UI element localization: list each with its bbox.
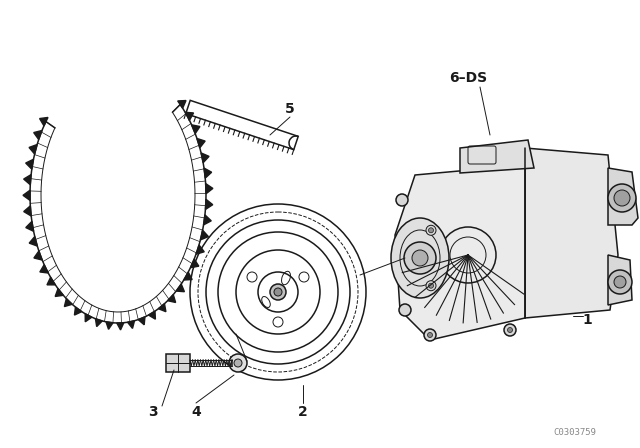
Polygon shape — [85, 314, 92, 322]
Polygon shape — [191, 259, 199, 267]
Text: 5: 5 — [285, 102, 295, 116]
Polygon shape — [127, 321, 134, 328]
Polygon shape — [26, 159, 33, 169]
Polygon shape — [40, 117, 48, 126]
Polygon shape — [65, 299, 72, 306]
Circle shape — [270, 284, 286, 300]
Polygon shape — [148, 311, 156, 319]
Polygon shape — [608, 168, 638, 225]
Polygon shape — [138, 317, 145, 325]
Polygon shape — [201, 153, 209, 163]
Polygon shape — [34, 251, 42, 260]
Polygon shape — [116, 323, 124, 330]
Circle shape — [504, 324, 516, 336]
Polygon shape — [24, 175, 31, 185]
Text: 4: 4 — [191, 405, 201, 419]
Circle shape — [424, 329, 436, 341]
Polygon shape — [178, 100, 186, 108]
Polygon shape — [40, 265, 48, 273]
Polygon shape — [106, 322, 113, 329]
Text: 2: 2 — [298, 405, 308, 419]
Circle shape — [426, 225, 436, 235]
Text: 6–DS: 6–DS — [449, 71, 487, 85]
Circle shape — [396, 194, 408, 206]
Polygon shape — [24, 206, 31, 216]
Polygon shape — [191, 125, 200, 134]
Polygon shape — [460, 140, 534, 173]
Circle shape — [429, 228, 433, 233]
Circle shape — [426, 281, 436, 291]
Text: 3: 3 — [148, 405, 158, 419]
Text: C0303759: C0303759 — [554, 427, 596, 436]
Polygon shape — [185, 112, 193, 121]
Circle shape — [229, 354, 247, 372]
Text: 1: 1 — [582, 313, 592, 327]
Polygon shape — [197, 138, 205, 148]
Polygon shape — [205, 199, 212, 210]
Polygon shape — [395, 165, 525, 340]
Circle shape — [412, 250, 428, 266]
Polygon shape — [23, 190, 30, 200]
Circle shape — [234, 359, 242, 367]
Polygon shape — [74, 307, 82, 315]
Polygon shape — [26, 221, 34, 231]
Circle shape — [608, 184, 636, 212]
Polygon shape — [166, 354, 190, 372]
Circle shape — [608, 270, 632, 294]
Circle shape — [508, 327, 513, 332]
Polygon shape — [204, 168, 212, 178]
Polygon shape — [184, 272, 192, 280]
Polygon shape — [55, 289, 63, 297]
Polygon shape — [205, 184, 213, 194]
Polygon shape — [47, 277, 55, 285]
Polygon shape — [158, 304, 166, 312]
Circle shape — [404, 242, 436, 274]
Circle shape — [399, 304, 411, 316]
Polygon shape — [608, 255, 632, 305]
Polygon shape — [204, 215, 211, 225]
Circle shape — [614, 276, 626, 288]
Polygon shape — [34, 130, 42, 139]
Circle shape — [614, 190, 630, 206]
Circle shape — [429, 283, 433, 288]
Polygon shape — [196, 245, 204, 254]
Ellipse shape — [391, 218, 449, 298]
Circle shape — [274, 288, 282, 296]
Polygon shape — [168, 295, 175, 302]
Circle shape — [428, 332, 433, 337]
Polygon shape — [29, 145, 37, 154]
Polygon shape — [525, 148, 618, 318]
Polygon shape — [200, 230, 209, 240]
Polygon shape — [95, 319, 102, 327]
Polygon shape — [29, 237, 37, 246]
Polygon shape — [176, 284, 184, 292]
